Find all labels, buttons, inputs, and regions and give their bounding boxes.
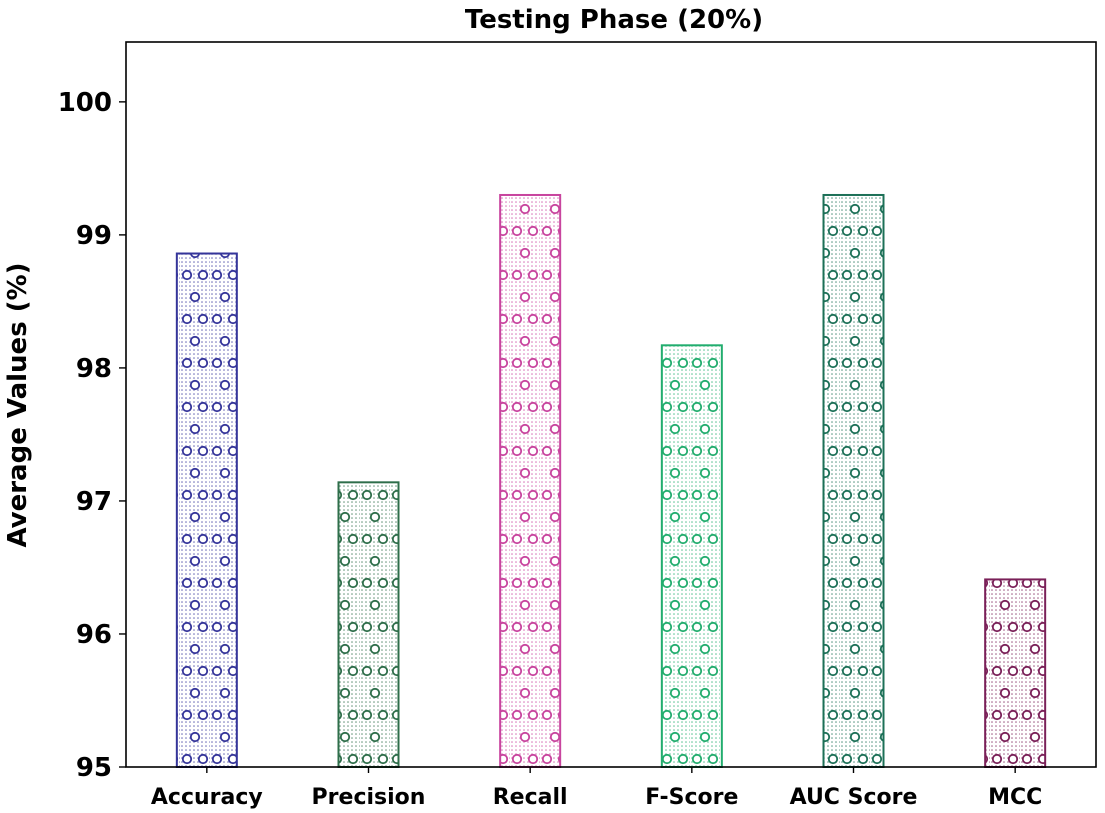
y-tick-label-97: 97 xyxy=(76,487,112,517)
y-tick-label-100: 100 xyxy=(58,88,112,118)
x-tick-label-f-score: F-Score xyxy=(645,785,738,810)
plot-frame xyxy=(125,41,1097,768)
y-tick-label-98: 98 xyxy=(76,354,112,384)
bar-f-score xyxy=(660,344,723,768)
y-axis-ticks: 95 96 97 98 99 100 xyxy=(58,88,126,783)
bars-group xyxy=(175,193,1047,769)
y-axis-label: Average Values (%) xyxy=(3,262,33,547)
y-tick-label-96: 96 xyxy=(76,620,112,650)
x-tick-label-precision: Precision xyxy=(312,785,426,810)
bar-precision xyxy=(337,481,400,768)
x-axis-ticks: Accuracy Precision Recall F-Score AUC Score M… xyxy=(151,767,1042,810)
y-tick-label-99: 99 xyxy=(76,221,112,251)
bar-mcc xyxy=(984,578,1047,769)
chart-title: Testing Phase (20%) xyxy=(465,5,763,35)
bar-recall xyxy=(499,193,562,769)
bar-auc-score xyxy=(822,193,885,769)
bar-accuracy xyxy=(175,252,238,769)
x-tick-label-accuracy: Accuracy xyxy=(151,785,263,810)
y-tick-label-95: 95 xyxy=(76,753,112,783)
x-tick-label-auc-score: AUC Score xyxy=(790,785,918,810)
x-tick-label-mcc: MCC xyxy=(988,785,1042,810)
x-tick-label-recall: Recall xyxy=(493,785,568,810)
